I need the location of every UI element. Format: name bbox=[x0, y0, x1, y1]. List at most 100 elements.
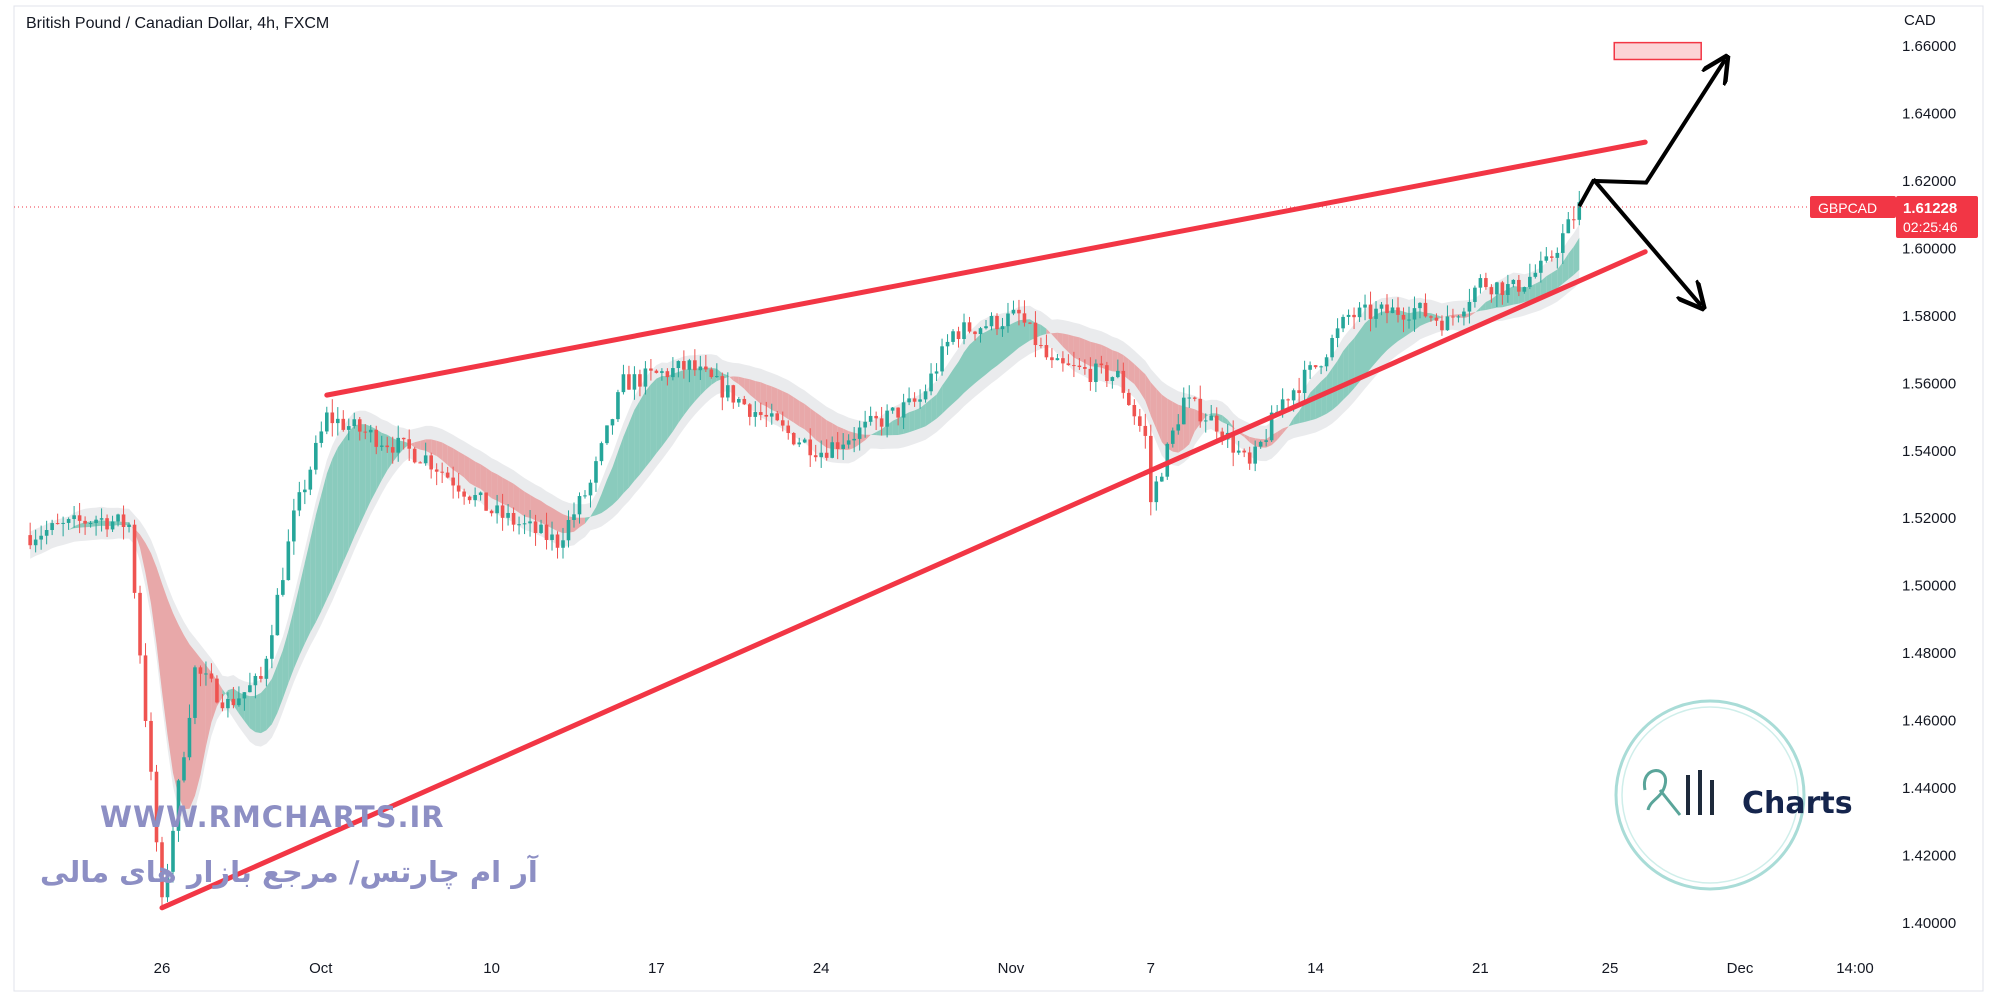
indicator-ribbon-segment bbox=[914, 408, 921, 431]
candle-body bbox=[1517, 279, 1521, 292]
indicator-ribbon-segment bbox=[1134, 364, 1140, 392]
candle-body bbox=[528, 521, 532, 524]
candle-body bbox=[572, 514, 576, 520]
indicator-ribbon-segment bbox=[464, 454, 470, 484]
candle-body bbox=[758, 412, 763, 415]
candle-body bbox=[149, 720, 153, 772]
indicator-ribbon-segment bbox=[1370, 314, 1376, 369]
indicator-ribbon-segment bbox=[1112, 350, 1118, 372]
projection-arrow-pullback-down[interactable] bbox=[1591, 177, 1701, 306]
indicator-ribbon-segment bbox=[497, 474, 503, 504]
indicator-ribbon-segment bbox=[612, 451, 618, 505]
indicator-ribbon-segment bbox=[1529, 283, 1536, 301]
candle-body bbox=[1192, 397, 1197, 399]
candle-body bbox=[660, 371, 664, 373]
indicator-ribbon-segment bbox=[332, 447, 338, 588]
candle-body bbox=[1473, 287, 1477, 302]
candle-body bbox=[506, 512, 510, 518]
candle-body bbox=[1247, 452, 1252, 464]
indicator-ribbon-segment bbox=[689, 368, 695, 408]
candle-body bbox=[308, 469, 313, 490]
indicator-ribbon-segment bbox=[491, 471, 498, 501]
candle-body bbox=[253, 675, 258, 686]
indicator-ribbon-segment bbox=[1150, 382, 1157, 429]
last-price-countdown: 02:25:46 bbox=[1903, 219, 1958, 235]
indicator-ribbon-segment bbox=[1084, 339, 1091, 367]
price-axis-label: 1.50000 bbox=[1902, 578, 1956, 595]
indicator-ribbon-segment bbox=[326, 459, 333, 600]
candle-body bbox=[396, 437, 401, 453]
indicator-ribbon-segment bbox=[738, 376, 745, 389]
candle-body bbox=[182, 757, 186, 781]
target-zone[interactable] bbox=[1613, 41, 1702, 61]
candle-body bbox=[346, 426, 351, 430]
candle-body bbox=[737, 398, 741, 403]
indicator-ribbon-segment bbox=[486, 467, 492, 499]
candle-body bbox=[1429, 316, 1433, 318]
price-axis-label: 1.40000 bbox=[1902, 915, 1956, 932]
candle-body bbox=[868, 415, 873, 422]
indicator-ribbon-segment bbox=[244, 694, 250, 729]
candle-body bbox=[357, 419, 362, 432]
price-axis-currency: CAD bbox=[1904, 12, 1936, 29]
candle-body bbox=[753, 412, 758, 417]
price-axis-label: 1.56000 bbox=[1902, 375, 1956, 392]
indicator-ribbon-segment bbox=[848, 431, 855, 450]
candle-body bbox=[1352, 314, 1356, 318]
indicator-ribbon-segment bbox=[1392, 310, 1398, 346]
candle-body bbox=[1061, 358, 1065, 364]
indicator-ribbon-segment bbox=[799, 400, 805, 430]
logo-bars bbox=[1686, 770, 1714, 815]
candle-body bbox=[1401, 314, 1406, 320]
candle-body bbox=[863, 421, 867, 428]
projection-arrow-breakout-up[interactable] bbox=[1577, 60, 1725, 208]
indicator-ribbon-segment bbox=[947, 369, 953, 409]
indicator-ribbon-segment bbox=[1117, 352, 1124, 376]
candle-body bbox=[1297, 390, 1301, 394]
indicator-ribbon-segment bbox=[1013, 320, 1019, 353]
candle-body bbox=[577, 496, 582, 515]
candle-body bbox=[1116, 370, 1120, 378]
time-axis-label: 26 bbox=[154, 960, 171, 977]
indicator-ribbon-segment bbox=[530, 494, 536, 521]
candle-body bbox=[401, 437, 406, 440]
candle-body bbox=[638, 374, 642, 387]
candle-body bbox=[99, 518, 104, 520]
candle-body bbox=[121, 514, 126, 528]
indicator-ribbon-segment bbox=[1310, 387, 1316, 421]
trendline-upper[interactable] bbox=[324, 139, 1648, 398]
indicator-ribbon-segment bbox=[162, 583, 168, 735]
candle-body bbox=[1280, 399, 1285, 412]
candle-body bbox=[995, 315, 999, 330]
indicator-ribbon-segment bbox=[661, 376, 668, 447]
indicator-ribbon-segment bbox=[771, 386, 778, 413]
indicator-ribbon-segment bbox=[925, 399, 932, 427]
indicator-ribbon-segment bbox=[1019, 319, 1025, 348]
indicator-ribbon-segment bbox=[260, 686, 267, 734]
candle-body bbox=[341, 418, 346, 430]
candle-body bbox=[275, 594, 280, 636]
candle-body bbox=[242, 692, 247, 699]
indicator-ribbon-segment bbox=[876, 429, 882, 436]
indicator-ribbon-segment bbox=[1315, 381, 1322, 419]
candle-body bbox=[1550, 256, 1554, 258]
indicator-ribbon-segment bbox=[672, 372, 679, 432]
indicator-ribbon-segment bbox=[1128, 359, 1135, 384]
indicator-ribbon-segment bbox=[1189, 407, 1195, 445]
candle-body bbox=[539, 524, 543, 533]
candle-body bbox=[1418, 302, 1422, 309]
candle-body bbox=[1176, 424, 1181, 431]
indicator-ribbon-segment bbox=[574, 517, 580, 532]
indicator-ribbon-segment bbox=[1568, 246, 1574, 280]
indicator-ribbon-segment bbox=[815, 412, 822, 444]
candle-body bbox=[841, 444, 845, 449]
candle-body bbox=[1028, 322, 1032, 324]
indicator-ribbon-segment bbox=[1062, 333, 1069, 353]
candle-body bbox=[248, 685, 252, 693]
trendline-lower[interactable] bbox=[159, 249, 1648, 911]
candle-body bbox=[77, 515, 82, 521]
indicator-ribbon-segment bbox=[310, 515, 316, 633]
indicator-ribbon-segment bbox=[865, 434, 871, 441]
